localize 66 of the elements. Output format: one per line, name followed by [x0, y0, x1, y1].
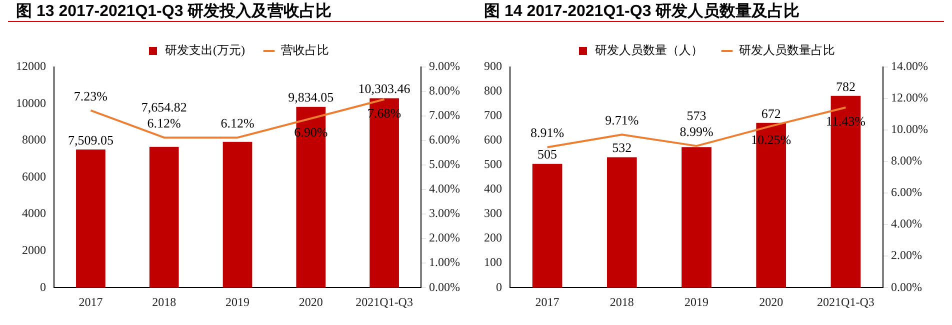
y2-tick-label: 7.00% — [429, 108, 460, 122]
y2-tick-label: 5.00% — [429, 157, 460, 172]
legend-label: 研发人员数量占比 — [739, 43, 835, 58]
y-tick-label: 700 — [484, 108, 502, 122]
x-tick-label: 2021Q1-Q3 — [356, 294, 413, 309]
data-label: 532 — [612, 140, 632, 156]
y-tick-label: 6000 — [22, 169, 46, 184]
data-label: 10,303.46 — [358, 81, 411, 96]
y2-tick-label: 6.00% — [891, 185, 922, 200]
y-tick-label: 200 — [484, 230, 502, 245]
data-label: 8.91% — [530, 125, 564, 140]
y-tick-label: 12000 — [16, 59, 46, 74]
y2-tick-label: 14.00% — [891, 59, 928, 74]
x-tick-label: 2019 — [226, 294, 250, 309]
y2-tick-label: 4.00% — [891, 216, 922, 231]
legend-label: 研发支出(万元) — [165, 43, 246, 58]
x-tick-label: 2017 — [535, 294, 560, 309]
data-label: 573 — [686, 108, 706, 123]
x-tick-label: 2019 — [684, 294, 708, 309]
y2-tick-label: 10.00% — [891, 122, 928, 136]
data-label: 9.71% — [605, 112, 639, 128]
y-tick-label: 10000 — [16, 96, 46, 110]
data-label: 6.12% — [147, 116, 182, 131]
y2-tick-label: 1.00% — [429, 255, 460, 270]
x-tick-label: 2018 — [152, 294, 176, 309]
x-tick-label: 2021Q1-Q3 — [817, 294, 874, 309]
data-label: 7,509.05 — [68, 132, 114, 148]
y2-tick-label: 2.00% — [891, 248, 922, 262]
data-label: 7.23% — [74, 88, 108, 104]
x-tick-label: 2020 — [298, 294, 323, 309]
y2-tick-label: 8.00% — [891, 154, 922, 168]
x-tick-label: 2020 — [759, 294, 784, 309]
y-tick-label: 0 — [496, 280, 502, 294]
y-tick-label: 8000 — [22, 132, 46, 147]
y-tick-label: 4000 — [22, 206, 46, 220]
chart-title: 图 13 2017-2021Q1-Q3 研发投入及营收占比 — [8, 2, 476, 22]
data-label: 8.99% — [680, 124, 714, 139]
y-tick-label: 400 — [484, 182, 502, 196]
y2-tick-label: 2.00% — [429, 230, 460, 245]
y2-tick-label: 0.00% — [429, 280, 460, 294]
y-tick-label: 500 — [484, 157, 502, 172]
data-label: 672 — [761, 106, 781, 121]
y2-tick-label: 0.00% — [891, 280, 922, 294]
y-tick-label: 2000 — [22, 242, 46, 257]
data-label: 782 — [836, 78, 856, 94]
y-tick-label: 600 — [484, 132, 502, 147]
y-tick-label: 100 — [484, 255, 502, 270]
y2-tick-label: 6.00% — [429, 132, 460, 147]
legend-label: 营收占比 — [280, 43, 329, 58]
y2-tick-label: 8.00% — [429, 84, 460, 98]
data-label: 505 — [538, 146, 558, 162]
chart-title: 图 14 2017-2021Q1-Q3 研发人员数量及占比 — [476, 2, 944, 22]
y-tick-label: 800 — [484, 84, 502, 98]
y2-tick-label: 9.00% — [429, 59, 460, 74]
data-label: 9,834.05 — [288, 90, 334, 105]
x-tick-label: 2018 — [610, 294, 634, 309]
y2-tick-label: 3.00% — [429, 206, 460, 220]
y-tick-label: 300 — [484, 206, 502, 220]
legend-label: 研发人员数量（人） — [595, 43, 703, 58]
y2-tick-label: 12.00% — [891, 90, 928, 105]
data-label: 7,654.82 — [141, 100, 187, 115]
y2-tick-label: 4.00% — [429, 182, 460, 196]
y-tick-label: 0 — [40, 280, 46, 294]
data-label: 6.12% — [220, 116, 254, 131]
x-tick-label: 2017 — [78, 294, 103, 309]
y-tick-label: 900 — [484, 59, 502, 74]
